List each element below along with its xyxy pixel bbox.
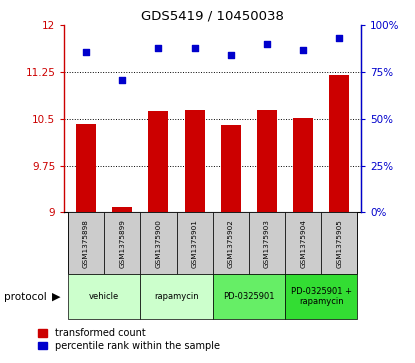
Bar bbox=[285, 212, 321, 274]
Text: PD-0325901: PD-0325901 bbox=[223, 292, 275, 301]
Bar bbox=[176, 212, 213, 274]
Title: GDS5419 / 10450038: GDS5419 / 10450038 bbox=[141, 10, 284, 23]
Point bbox=[300, 47, 306, 53]
Text: GSM1375904: GSM1375904 bbox=[300, 219, 306, 268]
Text: rapamycin: rapamycin bbox=[154, 292, 199, 301]
Bar bbox=[149, 111, 168, 212]
Bar bbox=[293, 118, 313, 212]
Point bbox=[83, 49, 89, 54]
Point bbox=[191, 45, 198, 51]
Text: vehicle: vehicle bbox=[89, 292, 119, 301]
Bar bbox=[249, 212, 285, 274]
Text: ▶: ▶ bbox=[52, 292, 60, 302]
Bar bbox=[112, 207, 132, 212]
Text: protocol: protocol bbox=[4, 292, 47, 302]
Bar bbox=[221, 125, 241, 212]
Text: GSM1375903: GSM1375903 bbox=[264, 219, 270, 268]
Text: GSM1375898: GSM1375898 bbox=[83, 219, 89, 268]
Point bbox=[227, 52, 234, 58]
Text: GSM1375905: GSM1375905 bbox=[336, 219, 342, 268]
Text: GSM1375900: GSM1375900 bbox=[155, 219, 161, 268]
Point bbox=[155, 45, 162, 51]
Legend: transformed count, percentile rank within the sample: transformed count, percentile rank withi… bbox=[38, 328, 220, 351]
Bar bbox=[213, 212, 249, 274]
Text: PD-0325901 +
rapamycin: PD-0325901 + rapamycin bbox=[291, 287, 352, 306]
Bar bbox=[213, 274, 285, 319]
Bar bbox=[76, 124, 96, 212]
Bar bbox=[257, 110, 277, 212]
Point bbox=[119, 77, 126, 82]
Bar bbox=[140, 274, 213, 319]
Bar bbox=[185, 110, 205, 212]
Bar bbox=[68, 274, 140, 319]
Bar bbox=[140, 212, 176, 274]
Point bbox=[336, 36, 343, 41]
Bar bbox=[330, 75, 349, 212]
Bar bbox=[68, 212, 104, 274]
Bar bbox=[104, 212, 140, 274]
Text: GSM1375901: GSM1375901 bbox=[192, 219, 198, 268]
Bar bbox=[285, 274, 357, 319]
Text: GSM1375899: GSM1375899 bbox=[119, 219, 125, 268]
Text: GSM1375902: GSM1375902 bbox=[228, 219, 234, 268]
Bar bbox=[321, 212, 357, 274]
Point bbox=[264, 41, 270, 47]
